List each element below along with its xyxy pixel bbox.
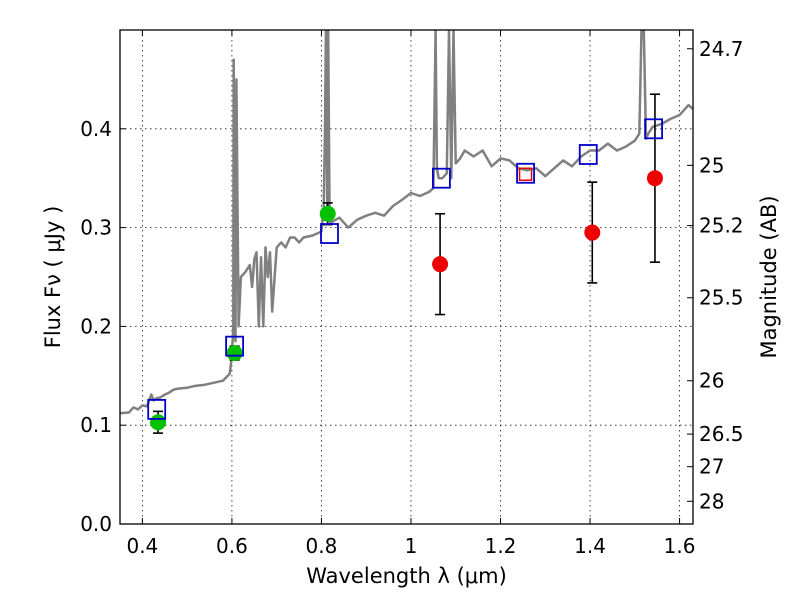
right-tick-label: 28 bbox=[699, 489, 724, 513]
data-point-circle bbox=[319, 205, 336, 222]
grid bbox=[120, 30, 693, 525]
y-tick-label: 0.0 bbox=[80, 512, 112, 536]
x-tick-label: 1 bbox=[405, 534, 418, 558]
model-flux-inner-square bbox=[518, 167, 533, 181]
y-tick-label: 0.4 bbox=[80, 117, 112, 141]
y-tick-label: 0.1 bbox=[80, 413, 112, 437]
right-axis-label: Magnitude (AB) bbox=[757, 195, 781, 358]
right-tick-label: 24.7 bbox=[699, 37, 744, 61]
axis-ticks bbox=[120, 30, 693, 525]
data-point-circle bbox=[432, 256, 449, 273]
model-flux-square bbox=[320, 223, 339, 244]
x-tick-label: 1.6 bbox=[664, 534, 696, 558]
model-flux-square bbox=[644, 118, 664, 140]
y-tick-label: 0.2 bbox=[80, 314, 112, 338]
model-flux-square bbox=[147, 398, 167, 420]
model-spectrum-line bbox=[120, 30, 693, 415]
data-points bbox=[147, 93, 664, 434]
model-spectrum bbox=[120, 30, 693, 415]
right-tick-label: 26 bbox=[699, 369, 724, 393]
model-flux-square bbox=[516, 162, 535, 184]
x-tick-label: 0.6 bbox=[216, 534, 248, 558]
right-tick-label: 25.5 bbox=[699, 286, 744, 310]
data-point-circle bbox=[584, 224, 601, 241]
x-tick-label: 1.2 bbox=[485, 534, 517, 558]
plot-frame bbox=[119, 29, 694, 525]
x-tick-label: 0.8 bbox=[306, 534, 338, 558]
data-point-circle bbox=[226, 345, 243, 362]
model-flux-square bbox=[225, 335, 245, 357]
x-tick-label: 1.4 bbox=[574, 534, 606, 558]
right-tick-label: 26.5 bbox=[699, 422, 744, 446]
y-axis-label: Flux Fν ( μJy ) bbox=[41, 206, 65, 349]
y-tick-label: 0.3 bbox=[80, 216, 112, 240]
model-flux-square bbox=[432, 167, 451, 189]
right-tick-label: 25 bbox=[699, 153, 724, 177]
x-axis-label: Wavelength λ (μm) bbox=[306, 564, 507, 588]
right-tick-label: 27 bbox=[699, 455, 724, 479]
data-point-circle bbox=[150, 414, 167, 431]
right-tick-label: 25.2 bbox=[699, 214, 744, 238]
model-flux-square bbox=[578, 144, 598, 165]
data-point-circle bbox=[646, 170, 663, 187]
axis-labels: 0.4 0.6 0.8 1 1.2 1.4 1.6 0.0 0.1 0.2 0.3 0.4 24.7 25… bbox=[41, 37, 781, 588]
x-tick-label: 0.4 bbox=[126, 534, 158, 558]
